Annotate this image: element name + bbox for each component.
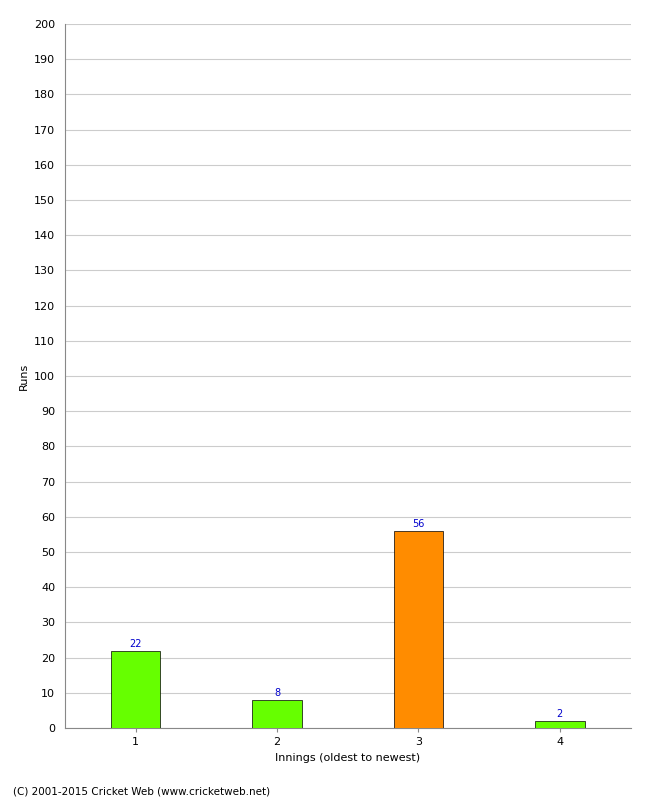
- Text: 56: 56: [412, 519, 424, 529]
- Text: 2: 2: [556, 709, 563, 719]
- Bar: [252, 700, 302, 728]
- Bar: [535, 721, 584, 728]
- Bar: [394, 531, 443, 728]
- X-axis label: Innings (oldest to newest): Innings (oldest to newest): [275, 753, 421, 762]
- Text: 8: 8: [274, 688, 280, 698]
- Bar: [111, 650, 161, 728]
- Y-axis label: Runs: Runs: [19, 362, 29, 390]
- Text: (C) 2001-2015 Cricket Web (www.cricketweb.net): (C) 2001-2015 Cricket Web (www.cricketwe…: [13, 786, 270, 796]
- Text: 22: 22: [129, 638, 142, 649]
